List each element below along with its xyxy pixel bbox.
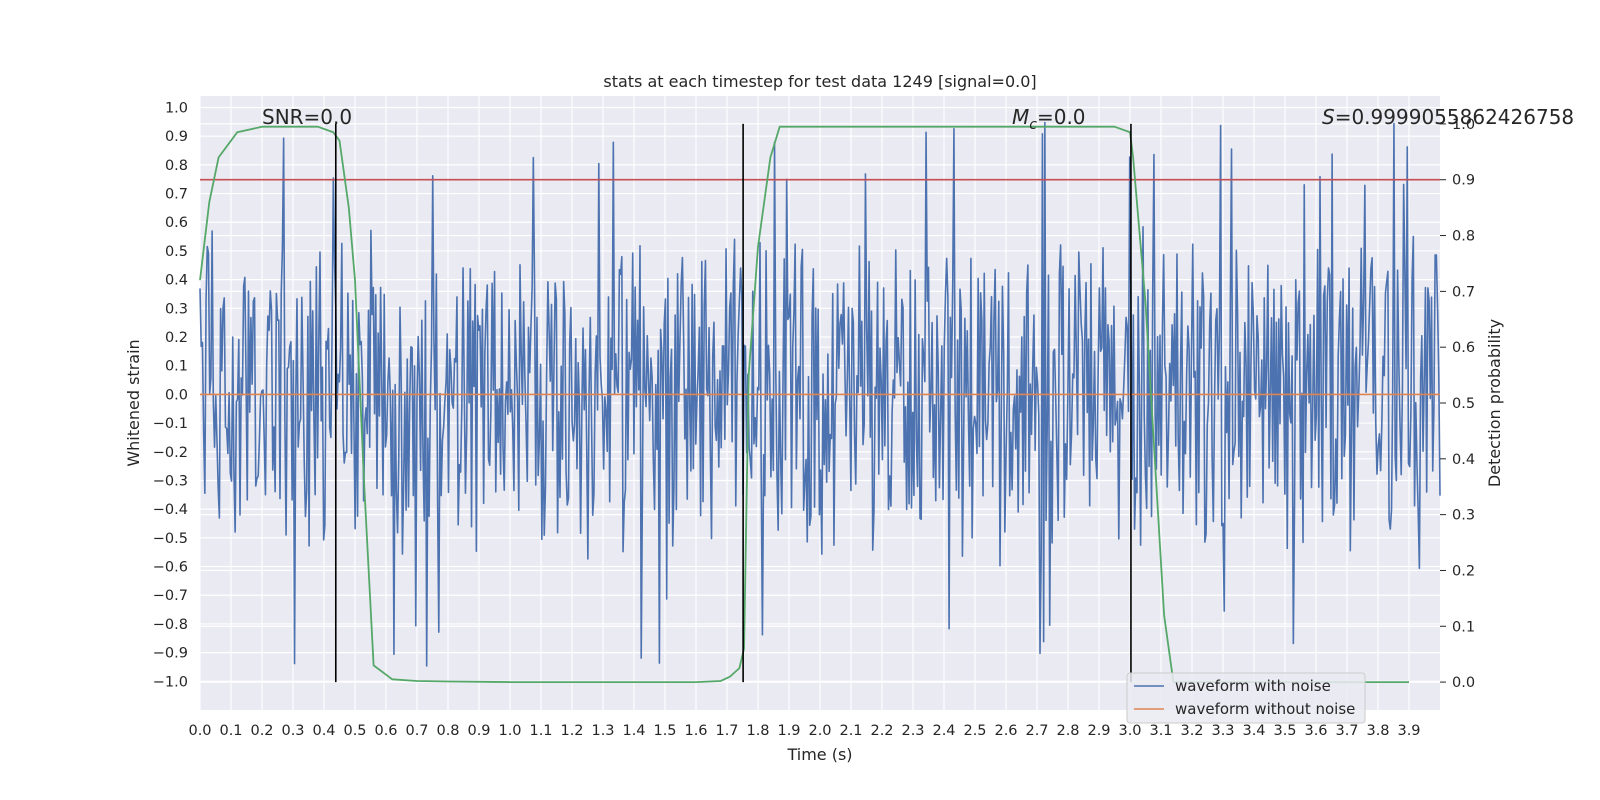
x-tick-label: 2.0 bbox=[808, 723, 831, 739]
x-tick-label: 1.8 bbox=[746, 723, 769, 739]
y-tick-label: 0.5 bbox=[165, 244, 188, 260]
y-tick-label: −0.4 bbox=[153, 502, 188, 518]
y-tick-label: −1.0 bbox=[153, 674, 188, 690]
y-right-tick-label: 0.1 bbox=[1452, 619, 1475, 635]
y-tick-label: −0.7 bbox=[153, 588, 188, 604]
x-tick-label: 0.8 bbox=[436, 723, 459, 739]
x-tick-label: 2.2 bbox=[870, 723, 893, 739]
x-tick-label: 0.5 bbox=[343, 723, 366, 739]
x-tick-label: 3.7 bbox=[1335, 723, 1358, 739]
y-right-tick-label: 0.4 bbox=[1452, 452, 1475, 468]
x-tick-label: 1.0 bbox=[498, 723, 521, 739]
y-right-axis-label: Detection probability bbox=[1485, 319, 1504, 487]
x-tick-label: 2.9 bbox=[1087, 723, 1110, 739]
y-right-tick-label: 0.3 bbox=[1452, 508, 1475, 524]
x-tick-label: 1.3 bbox=[591, 723, 614, 739]
x-tick-label: 3.8 bbox=[1366, 723, 1389, 739]
y-tick-label: 0.9 bbox=[165, 129, 188, 145]
vertical-lines bbox=[334, 123, 1132, 683]
y-right-tick-label: 0.6 bbox=[1452, 340, 1475, 356]
y-tick-label: −0.3 bbox=[153, 473, 188, 489]
y-right-tick-label: 0.2 bbox=[1452, 563, 1475, 579]
y-right-tick-label: 1.0 bbox=[1452, 117, 1475, 133]
snr-annotation: SNR=0.0 bbox=[262, 105, 352, 129]
y-tick-label: −0.8 bbox=[153, 617, 188, 633]
x-tick-label: 1.1 bbox=[529, 723, 552, 739]
x-tick-label: 0.6 bbox=[374, 723, 397, 739]
y-tick-label: 0.3 bbox=[165, 301, 188, 317]
legend-label-noisy: waveform with noise bbox=[1175, 677, 1331, 695]
y-right-tick-label: 0.9 bbox=[1452, 173, 1475, 189]
y-tick-label: −0.9 bbox=[153, 646, 188, 662]
x-tick-label: 3.6 bbox=[1304, 723, 1327, 739]
y-right-tick-label: 0.0 bbox=[1452, 675, 1475, 691]
detection-probability-line bbox=[199, 125, 1409, 683]
x-tick-label: 0.2 bbox=[250, 723, 273, 739]
y-right-tick-label: 0.8 bbox=[1452, 229, 1475, 245]
x-tick-label: 0.3 bbox=[281, 723, 304, 739]
y-tick-label: −0.2 bbox=[153, 445, 188, 461]
x-tick-label: 1.9 bbox=[777, 723, 800, 739]
x-tick-label: 3.1 bbox=[1149, 723, 1172, 739]
y-tick-label: 0.8 bbox=[165, 158, 188, 174]
legend: waveform with noise waveform without noi… bbox=[1126, 672, 1366, 724]
detection-probability-series bbox=[199, 125, 1409, 683]
y-tick-label: −0.5 bbox=[153, 531, 188, 547]
x-tick-label: 3.4 bbox=[1242, 723, 1265, 739]
y-right-axis-ticks: 1.0 0.9 0.8 0.7 0.6 0.5 0.4 0.3 0.2 0.1 0.0 bbox=[1440, 117, 1475, 691]
x-tick-label: 3.0 bbox=[1118, 723, 1141, 739]
x-tick-label: 1.2 bbox=[560, 723, 583, 739]
x-tick-label: 1.5 bbox=[653, 723, 676, 739]
y-tick-label: 0.4 bbox=[165, 273, 188, 289]
legend-label-clean: waveform without noise bbox=[1175, 700, 1355, 718]
x-tick-label: 2.5 bbox=[963, 723, 986, 739]
y-axis-label: Whitened strain bbox=[124, 339, 143, 466]
x-tick-label: 3.2 bbox=[1180, 723, 1203, 739]
x-tick-label: 0.1 bbox=[219, 723, 242, 739]
score-annotation: S=0.9999055862426758 bbox=[1322, 105, 1574, 129]
x-tick-label: 0.0 bbox=[188, 723, 211, 739]
y-tick-label: 0.2 bbox=[165, 330, 188, 346]
x-tick-label: 2.4 bbox=[932, 723, 955, 739]
y-tick-label: 0.1 bbox=[165, 359, 188, 375]
x-tick-label: 3.5 bbox=[1273, 723, 1296, 739]
x-axis-label: Time (s) bbox=[786, 745, 852, 764]
x-tick-label: 1.6 bbox=[684, 723, 707, 739]
chart-title: stats at each timestep for test data 124… bbox=[603, 72, 1036, 91]
chirp-mass-annotation: Mc=0.0 bbox=[1012, 105, 1086, 133]
y-tick-label: 0.0 bbox=[165, 387, 188, 403]
y-tick-label: 0.7 bbox=[165, 187, 188, 203]
x-tick-label: 0.7 bbox=[405, 723, 428, 739]
x-tick-label: 2.8 bbox=[1056, 723, 1079, 739]
y-right-tick-label: 0.5 bbox=[1452, 396, 1475, 412]
grid bbox=[199, 96, 1440, 710]
legend-box bbox=[1126, 672, 1366, 724]
x-axis-ticks: 0.0 0.1 0.2 0.3 0.4 0.5 0.6 0.7 0.8 0.9 1.0 1.1 1.2 1… bbox=[188, 723, 1420, 739]
y-tick-label: 0.6 bbox=[165, 215, 188, 231]
x-tick-label: 2.7 bbox=[1025, 723, 1048, 739]
x-tick-label: 0.4 bbox=[312, 723, 335, 739]
y-tick-label: 1.0 bbox=[165, 100, 188, 116]
x-tick-label: 1.7 bbox=[715, 723, 738, 739]
y-axis-ticks: 1.0 0.9 0.8 0.7 0.6 0.5 0.4 0.3 0.2 0.1 0.0 −0.1 −0.… bbox=[153, 100, 188, 690]
y-tick-label: −0.6 bbox=[153, 560, 188, 576]
x-tick-label: 2.3 bbox=[901, 723, 924, 739]
y-tick-label: −0.1 bbox=[153, 416, 188, 432]
x-tick-label: 3.9 bbox=[1397, 723, 1420, 739]
x-tick-label: 2.1 bbox=[839, 723, 862, 739]
waveform-with-noise-line bbox=[199, 121, 1441, 667]
y-right-tick-label: 0.7 bbox=[1452, 284, 1475, 300]
waveform-with-noise-series bbox=[199, 121, 1441, 667]
x-tick-label: 3.3 bbox=[1211, 723, 1234, 739]
x-tick-label: 1.4 bbox=[622, 723, 645, 739]
x-tick-label: 2.6 bbox=[994, 723, 1017, 739]
x-tick-label: 0.9 bbox=[467, 723, 490, 739]
